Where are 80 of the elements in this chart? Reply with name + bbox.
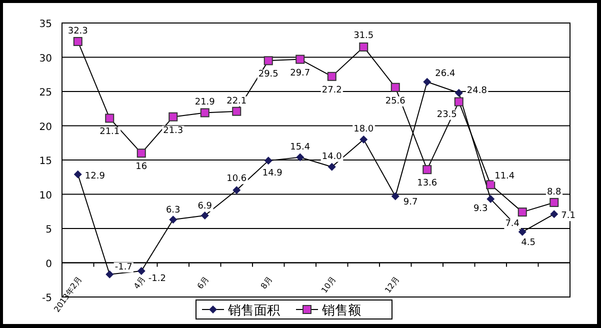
point — [106, 270, 114, 278]
data-label: 9.7 — [403, 197, 418, 208]
point — [137, 266, 146, 275]
x-tick-label: 12月 — [383, 274, 402, 295]
point — [360, 135, 368, 144]
point — [454, 97, 464, 106]
data-label: 8.8 — [546, 187, 562, 198]
data-label: 24.8 — [466, 86, 488, 96]
data-label: 9.3 — [473, 204, 488, 214]
y-tick-label: 25 — [39, 88, 52, 98]
y-tick-label: 15 — [39, 156, 52, 167]
data-label: 6.9 — [198, 201, 212, 212]
point — [232, 186, 241, 194]
data-label: 26.4 — [435, 68, 456, 79]
point — [391, 192, 400, 200]
point — [136, 148, 146, 158]
data-label: 21.1 — [100, 127, 120, 138]
data-label: 4.5 — [521, 238, 536, 248]
point — [518, 208, 527, 217]
point — [105, 114, 114, 123]
point — [296, 54, 305, 64]
y-tick-label: 10 — [39, 190, 52, 202]
data-label: 15.4 — [290, 142, 310, 152]
point — [390, 82, 400, 92]
point — [328, 162, 336, 171]
point — [550, 198, 559, 207]
point — [486, 180, 496, 190]
point — [168, 112, 178, 122]
x-tick-label: 4月 — [132, 274, 148, 291]
data-label: 22.1 — [226, 96, 247, 106]
data-label: 25.6 — [385, 96, 406, 106]
y-tick-label: -5 — [42, 293, 52, 304]
data-label: 14.9 — [262, 168, 283, 179]
legend-label: 销售额 — [321, 304, 361, 318]
point — [264, 156, 272, 165]
point — [74, 170, 82, 178]
x-tick-label: 10月 — [320, 274, 338, 295]
point — [296, 153, 304, 162]
data-label: 7.1 — [561, 211, 576, 222]
point — [359, 42, 368, 52]
legend-label: 销售面积 — [227, 304, 280, 318]
point — [232, 106, 242, 116]
data-label: 18.0 — [354, 124, 374, 134]
y-tick-label: 35 — [39, 19, 52, 30]
data-label: 21.3 — [163, 126, 184, 136]
point — [73, 36, 82, 46]
data-label: 29.5 — [258, 70, 278, 80]
data-label: 6.3 — [166, 206, 180, 216]
data-label: 14.0 — [322, 152, 342, 162]
point — [200, 108, 210, 118]
data-label: 13.6 — [417, 178, 438, 189]
point — [327, 72, 336, 81]
data-label: 31.5 — [354, 30, 374, 41]
data-label: -1.2 — [148, 274, 166, 284]
y-tick-label: 20 — [39, 122, 52, 133]
point — [200, 211, 209, 220]
data-label: 21.9 — [194, 98, 216, 108]
data-label: -1.7 — [114, 262, 132, 272]
data-label: 29.7 — [290, 68, 310, 78]
point — [423, 78, 432, 86]
y-tick-label: 30 — [39, 53, 52, 64]
y-tick-label: 5 — [46, 224, 52, 236]
point — [169, 216, 178, 224]
point — [550, 210, 558, 218]
point — [264, 56, 273, 66]
data-label: 11.4 — [494, 172, 515, 182]
x-tick-label: 8月 — [259, 274, 274, 291]
data-label: 7.4 — [505, 219, 520, 230]
data-label: 12.9 — [84, 171, 106, 182]
point — [486, 195, 495, 204]
y-tick-label: 0 — [46, 258, 52, 270]
point — [422, 165, 432, 174]
point — [518, 228, 526, 236]
data-label: 10.6 — [226, 174, 247, 184]
data-label: 16 — [136, 162, 148, 172]
data-label: 32.3 — [68, 26, 88, 36]
data-label: 23.5 — [436, 110, 457, 120]
data-label: 27.2 — [322, 85, 342, 96]
x-tick-label: 6月 — [196, 274, 211, 291]
point — [454, 88, 463, 97]
